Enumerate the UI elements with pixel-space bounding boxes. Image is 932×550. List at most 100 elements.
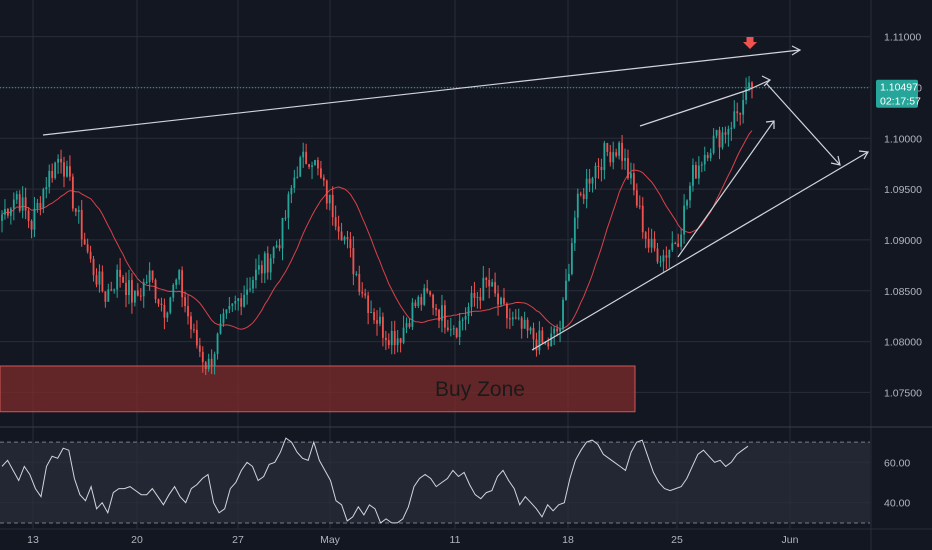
candle-body bbox=[550, 333, 553, 347]
candle-body bbox=[272, 247, 275, 259]
candle-body bbox=[51, 170, 54, 178]
candle-body bbox=[624, 158, 626, 161]
candle-body bbox=[393, 330, 396, 346]
candle-body bbox=[278, 245, 281, 249]
projection-arrowhead-2 bbox=[830, 155, 841, 166]
candle-body bbox=[311, 165, 313, 167]
candle-body bbox=[562, 299, 564, 329]
candle-body bbox=[296, 176, 299, 178]
time-tick-label: 25 bbox=[671, 534, 683, 546]
candle-body bbox=[95, 275, 98, 285]
candle-body bbox=[210, 358, 213, 366]
candle-body bbox=[361, 291, 364, 294]
candle-body bbox=[751, 82, 753, 88]
candlesticks[interactable] bbox=[1, 76, 753, 376]
minor-resistance-line[interactable] bbox=[639, 89, 749, 127]
candle-body bbox=[724, 132, 727, 135]
candle-body bbox=[80, 209, 83, 240]
candle-body bbox=[570, 243, 573, 274]
candle-body bbox=[739, 113, 742, 115]
candle-body bbox=[163, 304, 166, 318]
candle-body bbox=[470, 292, 473, 307]
price-tick-label: 1.07500 bbox=[884, 387, 922, 399]
candle-body bbox=[319, 168, 322, 178]
candle-body bbox=[411, 302, 414, 327]
candle-body bbox=[387, 340, 390, 346]
candle-body bbox=[379, 316, 381, 324]
candle-body bbox=[216, 333, 219, 355]
candle-body bbox=[246, 289, 248, 295]
candle-body bbox=[314, 159, 316, 166]
current-price-tag: 1.10497 02:17:57 bbox=[876, 79, 921, 108]
candle-body bbox=[715, 130, 718, 136]
candle-body bbox=[565, 280, 567, 300]
candle-body bbox=[606, 143, 609, 153]
candle-body bbox=[677, 243, 680, 247]
candle-body bbox=[293, 177, 296, 188]
candle-body bbox=[727, 128, 730, 135]
candle-body bbox=[556, 328, 559, 332]
candle-body bbox=[346, 237, 349, 240]
candle-body bbox=[15, 194, 18, 200]
candle-body bbox=[195, 329, 198, 346]
candle-body bbox=[417, 297, 420, 307]
candle-body bbox=[547, 342, 550, 347]
candle-body bbox=[520, 317, 523, 329]
candle-body bbox=[243, 294, 246, 307]
candle-body bbox=[125, 282, 127, 296]
candle-body bbox=[373, 312, 375, 321]
candle-body bbox=[615, 152, 618, 156]
resistance-trendline[interactable] bbox=[42, 49, 801, 136]
rising-wedge-line[interactable] bbox=[677, 120, 775, 258]
candle-body bbox=[178, 270, 181, 280]
projection-arrow-1[interactable] bbox=[747, 79, 771, 91]
candle-body bbox=[237, 298, 240, 302]
projection-arrow-2[interactable] bbox=[765, 82, 841, 166]
candle-body bbox=[358, 273, 361, 292]
candle-body bbox=[585, 178, 588, 200]
rsi-line bbox=[1, 437, 749, 524]
candle-body bbox=[718, 130, 721, 148]
candle-body bbox=[157, 299, 160, 304]
candle-body bbox=[443, 305, 446, 328]
price-tick-label: 1.08500 bbox=[884, 286, 922, 298]
candle-body bbox=[110, 289, 113, 291]
candle-body bbox=[700, 164, 703, 166]
candle-body bbox=[222, 313, 225, 324]
price-tick-label: 1.11000 bbox=[884, 32, 921, 44]
candle-body bbox=[145, 282, 148, 284]
candle-body bbox=[612, 152, 615, 163]
candle-body bbox=[464, 316, 467, 320]
candle-body bbox=[405, 323, 408, 328]
candle-body bbox=[665, 255, 668, 258]
candle-body bbox=[352, 248, 355, 275]
drawings[interactable] bbox=[42, 45, 869, 351]
candle-body bbox=[694, 165, 697, 179]
candle-body bbox=[66, 166, 68, 177]
rsi-panel bbox=[0, 437, 870, 524]
rsi-tick-label: 60.00 bbox=[884, 457, 910, 469]
candle-body bbox=[260, 265, 263, 274]
candle-body bbox=[68, 166, 71, 177]
candle-body bbox=[441, 305, 443, 321]
candle-body bbox=[449, 329, 452, 331]
candle-body bbox=[736, 111, 739, 114]
candle-body bbox=[535, 339, 538, 351]
time-axis[interactable]: 13 20 27 May 11 18 25 Jun bbox=[27, 534, 798, 546]
candle-body bbox=[538, 330, 541, 351]
candle-body bbox=[544, 342, 547, 344]
candle-body bbox=[257, 265, 260, 270]
candle-body bbox=[128, 280, 130, 296]
time-tick-label: May bbox=[320, 534, 341, 546]
candle-body bbox=[30, 220, 33, 230]
candle-body bbox=[364, 293, 367, 296]
candle-body bbox=[376, 320, 378, 324]
candle-body bbox=[641, 205, 644, 233]
support-trendline[interactable] bbox=[531, 151, 869, 351]
candle-body bbox=[390, 330, 393, 346]
candle-body bbox=[255, 269, 257, 281]
candle-body bbox=[21, 197, 24, 211]
projection-arrowhead-1 bbox=[761, 75, 772, 87]
candle-body bbox=[591, 177, 594, 184]
